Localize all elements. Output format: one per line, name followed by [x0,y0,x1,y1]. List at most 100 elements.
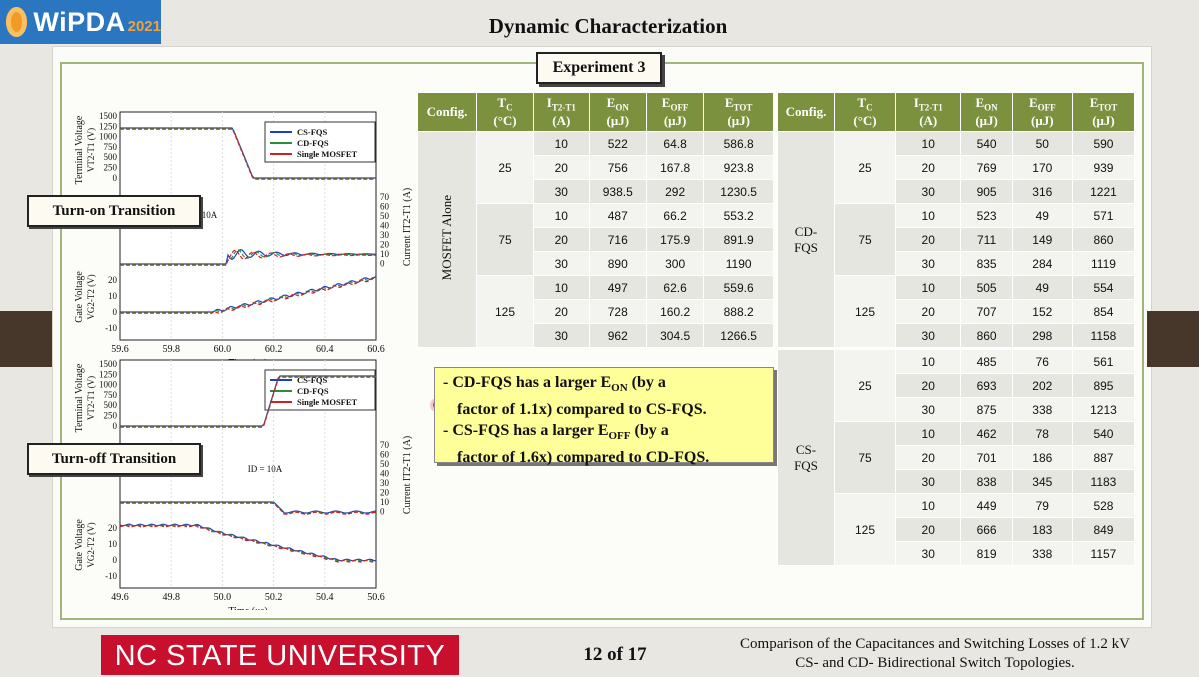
table-row: CS- FQS 25 10 485 76 561 [777,347,1136,566]
table-cell: 170 [1011,155,1073,180]
table-cell: 202 [1011,373,1073,398]
table-cell: CS- FQS [777,347,835,566]
table-cell: 304.5 [645,323,705,348]
gate-tick-label: 20 [108,523,118,533]
table-cell: 20 [894,517,962,542]
wipda-logo: WiPDA 2021 [0,0,161,44]
table-cell: 125 [834,275,896,349]
legend-label: CD-FQS [297,386,329,396]
gate-trace [119,524,377,563]
table-cell: 79 [1011,493,1073,518]
voltage-tick-label: 0 [113,173,118,183]
table-row: 30 962 304.5 1266.5 [418,323,774,348]
table-cell: 10 [894,347,962,374]
table-cell: 30 [894,397,962,422]
note-line-4: factor of 1.6x) compared to CD-FQS. [457,449,710,467]
table-cell: 1221 [1071,179,1136,204]
table-cell: 300 [645,251,705,276]
table-row: 20 756 167.8 923.8 [418,155,774,180]
gate-tick-label: -10 [105,571,117,581]
table-cell: 152 [1011,299,1073,324]
table-cell: 66.2 [645,203,705,228]
table-cell: 75 [834,203,896,276]
voltage-tick-label: 1250 [99,369,118,379]
table-cell: 25 [476,131,534,204]
table-cell: 728 [588,299,647,324]
table-cell: 125 [834,493,896,566]
note-line-3: - CS-FQS has a larger EOFF (by a [443,422,669,443]
x-tick-label: 59.8 [162,344,180,355]
table-row: 30 819 338 1157 [778,541,1136,566]
y-axis-label-top-sub: VT2-T1 (V) [86,128,96,172]
voltage-tick-label: 250 [104,163,118,173]
y-axis-label-top: Terminal Voltage [74,115,85,184]
table-row: 20 707 152 854 [778,299,1136,324]
table-cell: 938.5 [588,179,647,204]
footer-caption: Comparison of the Capacitances and Switc… [695,635,1175,673]
ncstate-logo: NC STATE UNIVERSITY [101,635,459,675]
table-cell: 338 [1011,541,1073,566]
table-cell: 888.2 [703,299,774,324]
table-cell: 891.9 [703,227,774,252]
table-cell: 962 [588,323,647,348]
table-row: CD- FQS 25 10 540 50 590 [777,131,1136,349]
x-tick-label: 60.4 [316,344,334,355]
table-cell: 20 [533,155,590,180]
table-cell: 756 [588,155,647,180]
table-cell: 666 [960,517,1013,542]
observation-note: - CD-FQS has a larger EON (by a factor o… [434,367,774,466]
table-cell: 50 [1011,131,1073,156]
table-cell: 540 [960,131,1013,156]
table-cell: 590 [1071,131,1136,156]
table-cell: 819 [960,541,1013,566]
legend-label: Single MOSFET [297,397,358,407]
table-row: 20 728 160.2 888.2 [418,299,774,324]
table-cell: 1230.5 [703,179,774,204]
table-cell: 523 [960,203,1013,228]
table-row: 75 10 523 49 571 [778,203,1136,276]
table-cell: 701 [960,445,1013,470]
table-cell: 1119 [1071,251,1136,276]
column-header: TC (°C) [476,92,534,132]
voltage-tick-label: 1500 [99,111,118,121]
note-line-1: - CD-FQS has a larger EON (by a [443,374,666,395]
current-tick-label: 50 [380,211,390,221]
table-cell: 30 [894,323,962,349]
table-cell: 78 [1011,421,1073,446]
x-axis-label: Time (μs) [228,606,267,610]
right-side-tab [1147,311,1199,367]
table-cell: 30 [533,179,590,204]
gate-trace [119,523,377,562]
table-cell: MOSFET Alone [417,131,477,348]
table-cell: 49 [1011,275,1073,300]
voltage-tick-label: 750 [104,390,118,400]
table-row: 20 701 186 887 [778,445,1136,470]
current-tick-label: 0 [380,259,385,269]
table-cell: 707 [960,299,1013,324]
table-cell: 298 [1011,323,1073,349]
current-tick-label: 50 [380,459,390,469]
table-cell: 10 [894,131,962,156]
gate-tick-label: 20 [108,275,118,285]
column-header: Config. [417,92,477,132]
table-cell: 923.8 [703,155,774,180]
legend-label: Single MOSFET [297,149,358,159]
table-cell: 30 [894,541,962,566]
table-cell: 20 [533,227,590,252]
voltage-tick-label: 500 [104,152,118,162]
table-cell: 20 [894,155,962,180]
table-cell: 522 [588,131,647,156]
table-cell: 175.9 [645,227,705,252]
table-cell: 125 [476,275,534,348]
gate-tick-label: 10 [108,291,118,301]
table-cell: 939 [1071,155,1136,180]
y-axis-label-top: Terminal Voltage [74,363,85,432]
table-cell: 487 [588,203,647,228]
current-tick-label: 40 [380,469,390,479]
table-cell: 540 [1071,421,1136,446]
table-cell: 20 [894,445,962,470]
table-cell: 890 [588,251,647,276]
table-cell: 1266.5 [703,323,774,348]
x-tick-label: 60.0 [214,344,232,355]
table-cell: 449 [960,493,1013,518]
